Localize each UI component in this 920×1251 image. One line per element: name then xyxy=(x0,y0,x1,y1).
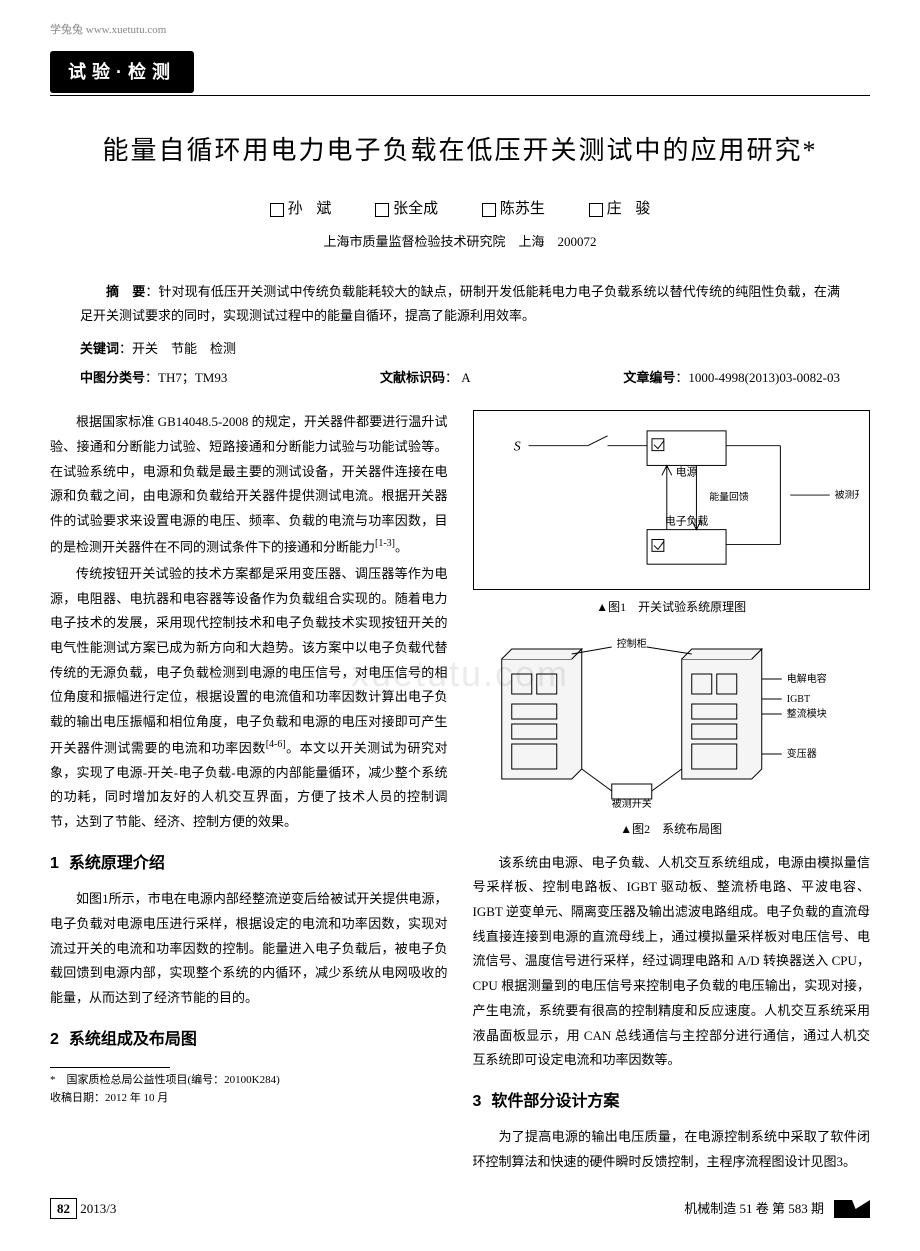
footnote-1: * 国家质检总局公益性项目(编号：20100K284) xyxy=(50,1072,448,1090)
right-column: S 电源 电子负载 能量回馈 被测开关 xyxy=(473,410,871,1176)
authors-line: 孙 斌 张全成 陈苏生 庄 骏 xyxy=(50,195,870,224)
author-1: 孙 斌 xyxy=(288,201,332,217)
author-2: 张全成 xyxy=(393,201,438,217)
fig1-switch-label: 被测开关 xyxy=(834,488,859,501)
page-number: 82 xyxy=(50,1198,77,1219)
heading-2: 2系统组成及布局图 xyxy=(50,1025,448,1055)
footer-left: 82 2013/3 xyxy=(50,1197,116,1222)
abstract-text: ：针对现有低压开关测试中传统负载能耗较大的缺点，研制开发低能耗电力电子负载系统以… xyxy=(80,284,840,324)
doc-code: 文献标识码： A xyxy=(380,366,471,391)
footnote-2: 收稿日期：2012 年 10 月 xyxy=(50,1090,448,1108)
keywords-text: ：开关 节能 检测 xyxy=(119,341,236,356)
fig1-load-label: 电子负载 xyxy=(664,514,708,528)
journal-logo-icon xyxy=(834,1200,870,1218)
author-4: 庄 骏 xyxy=(607,201,651,217)
heading-1: 1系统原理介绍 xyxy=(50,849,448,879)
fig1-s-label: S xyxy=(513,439,520,454)
fig2-trans-label: 变压器 xyxy=(786,747,816,760)
author-box-icon xyxy=(482,203,496,217)
figure-2-caption: ▲图2 系统布局图 xyxy=(473,818,871,841)
affiliation: 上海市质量监督检验技术研究院 上海 200072 xyxy=(50,230,870,255)
page-footer: 82 2013/3 机械制造 51 卷 第 583 期 xyxy=(50,1197,870,1222)
heading-3: 3软件部分设计方案 xyxy=(473,1087,871,1117)
figure-1: S 电源 电子负载 能量回馈 被测开关 xyxy=(473,410,871,590)
footer-right: 机械制造 51 卷 第 583 期 xyxy=(684,1197,870,1222)
article-id: 文章编号：1000-4998(2013)03-0082-03 xyxy=(623,366,840,391)
figure-2: 控制柜 电解电容 IGBT 整流模块 变压器 被测开关 xyxy=(473,629,871,818)
keywords-label: 关键词 xyxy=(80,341,119,356)
author-box-icon xyxy=(375,203,389,217)
author-box-icon xyxy=(270,203,284,217)
fig2-switch-label: 被测开关 xyxy=(611,797,651,809)
meta-row: 中图分类号：TH7；TM93 文献标识码： A 文章编号：1000-4998(2… xyxy=(80,366,840,391)
header-rule xyxy=(50,95,870,96)
abstract-label: 摘 要 xyxy=(106,284,145,299)
paper-title: 能量自循环用电力电子负载在低压开关测试中的应用研究* xyxy=(50,126,870,175)
left-column: 根据国家标准 GB14048.5-2008 的规定，开关器件都要进行温升试验、接… xyxy=(50,410,448,1176)
footnote-rule xyxy=(50,1067,170,1068)
journal-name: 机械制造 51 卷 第 583 期 xyxy=(684,1197,824,1222)
site-name: 学兔兔 xyxy=(50,24,83,36)
fig2-igbt-label: IGBT xyxy=(786,694,809,705)
para-3: 如图1所示，市电在电源内部经整流逆变后给被试开关提供电源，电子负载对电源电压进行… xyxy=(50,887,448,1010)
figure-1-caption: ▲图1 开关试验系统原理图 xyxy=(473,596,871,619)
author-3: 陈苏生 xyxy=(500,201,545,217)
issue-number: 2013/3 xyxy=(80,1201,116,1216)
para-2: 传统按钮开关试验的技术方案都是采用变压器、调压器等作为电源，电阻器、电抗器和电容… xyxy=(50,562,448,835)
site-url: www.xuetutu.com xyxy=(86,24,167,36)
clc: 中图分类号：TH7；TM93 xyxy=(80,366,227,391)
author-box-icon xyxy=(589,203,603,217)
fig2-cabinet-label: 控制柜 xyxy=(616,637,646,650)
keywords: 关键词：开关 节能 检测 xyxy=(80,337,840,362)
fig1-power-label: 电源 xyxy=(675,465,697,479)
fig2-cap-label: 电解电容 xyxy=(786,672,826,685)
abstract: 摘 要：针对现有低压开关测试中传统负载能耗较大的缺点，研制开发低能耗电力电子负载… xyxy=(80,280,840,329)
para-1: 根据国家标准 GB14048.5-2008 的规定，开关器件都要进行温升试验、接… xyxy=(50,410,448,559)
fig2-rect-label: 整流模块 xyxy=(786,707,826,720)
para-5: 为了提高电源的输出电压质量，在电源控制系统中采取了软件闭环控制算法和快速的硬件瞬… xyxy=(473,1125,871,1174)
fig1-feedback-label: 能量回馈 xyxy=(709,490,749,503)
para-4: 该系统由电源、电子负载、人机交互系统组成，电源由模拟量信号采样板、控制电路板、I… xyxy=(473,851,871,1073)
site-header: 学兔兔 www.xuetutu.com xyxy=(50,20,870,41)
section-tab: 试验·检测 xyxy=(50,51,194,93)
